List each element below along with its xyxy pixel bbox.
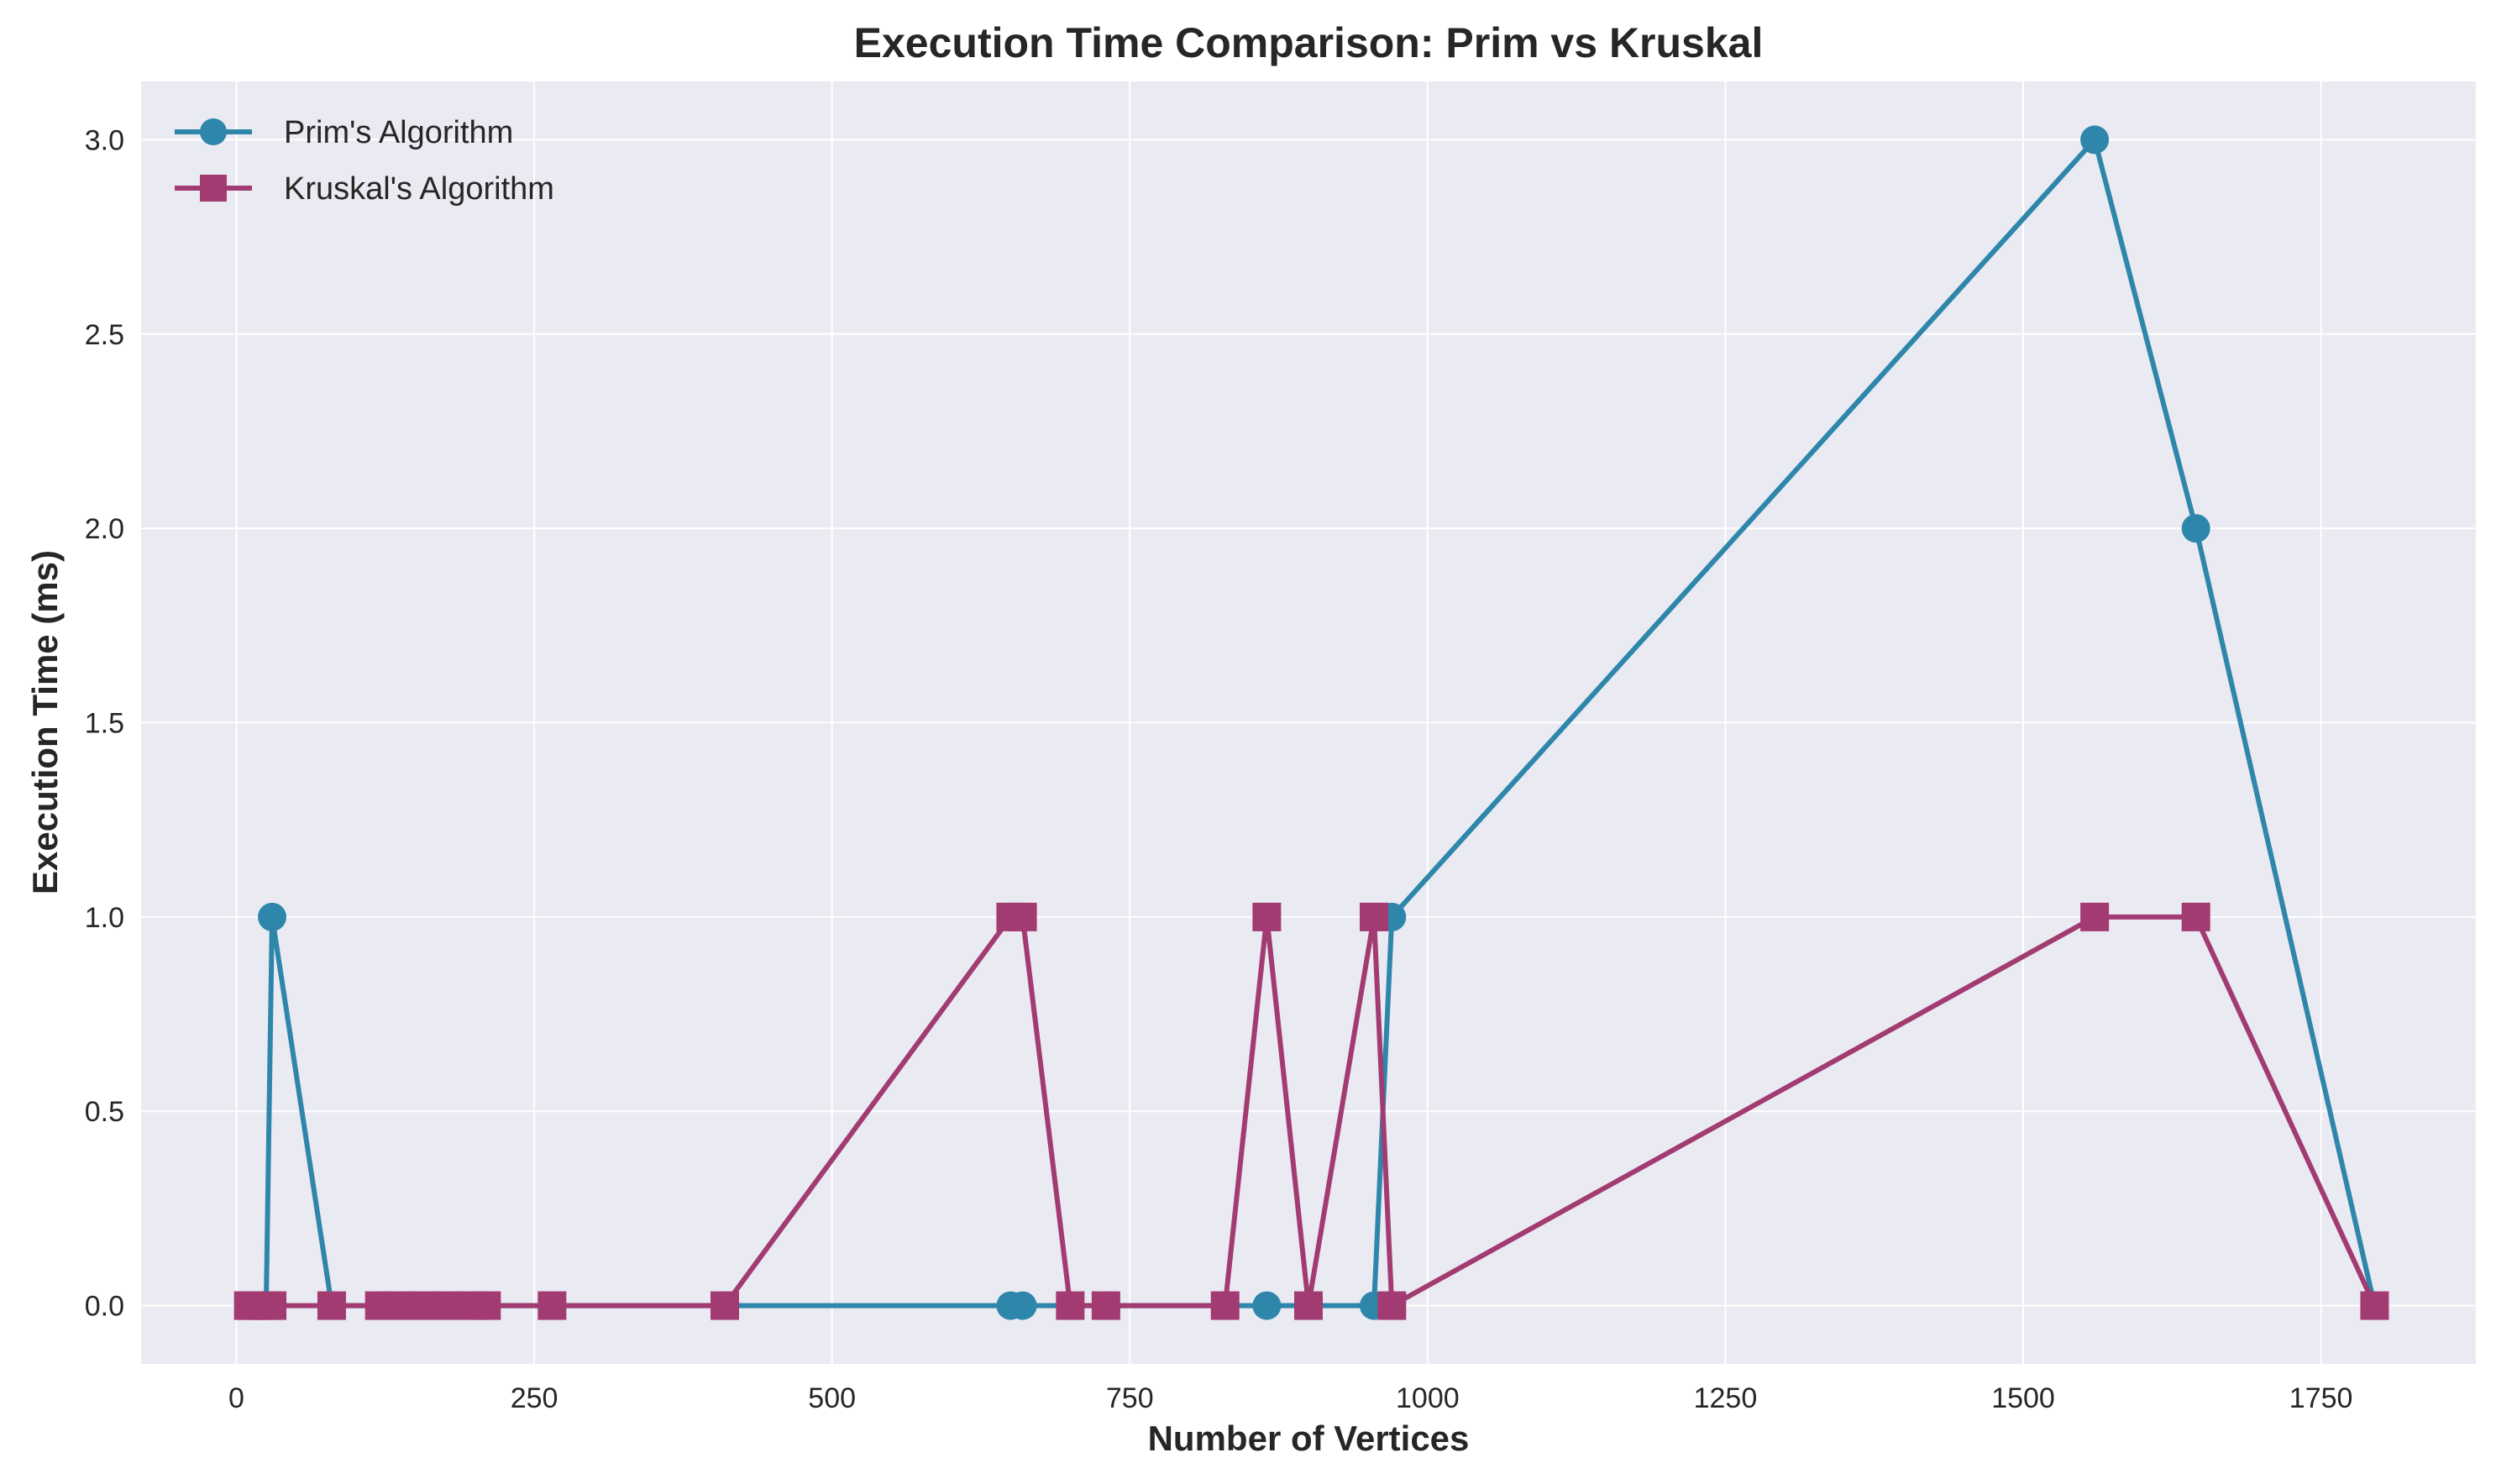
x-tick-label: 1250 [1694, 1382, 1758, 1414]
x-tick-label: 250 [511, 1382, 558, 1414]
chart-title: Execution Time Comparison: Prim vs Krusk… [854, 19, 1764, 66]
data-point [1252, 902, 1282, 931]
data-point [2080, 902, 2110, 931]
y-tick-label: 1.0 [85, 902, 124, 934]
data-point [1360, 902, 1389, 931]
data-point [1294, 1291, 1323, 1320]
data-point [1008, 1291, 1037, 1320]
x-tick-label: 1750 [2289, 1382, 2353, 1414]
x-tick-label: 1500 [1991, 1382, 2055, 1414]
data-point [2181, 514, 2210, 543]
y-tick-label: 0.5 [85, 1096, 124, 1128]
data-point [364, 1291, 394, 1320]
data-point [2080, 125, 2110, 155]
data-point [1056, 1291, 1085, 1320]
legend-marker-kruskal [200, 175, 227, 202]
data-point [436, 1291, 465, 1320]
legend-label-kruskal: Kruskal's Algorithm [284, 171, 554, 207]
x-axis-title: Number of Vertices [1148, 1418, 1470, 1458]
y-axis-ticks: 0.0 0.5 1.0 1.5 2.0 2.5 3.0 [85, 124, 124, 1322]
data-point [472, 1291, 501, 1320]
data-point [1091, 1291, 1120, 1320]
data-point [2181, 902, 2210, 931]
data-point [412, 1291, 442, 1320]
legend-marker-prim [200, 118, 227, 145]
series-kruskal [233, 902, 2389, 1320]
x-tick-label: 750 [1106, 1382, 1154, 1414]
y-tick-label: 0.0 [85, 1291, 124, 1323]
legend: Prim's Algorithm Kruskal's Algorithm [175, 115, 554, 207]
data-point [389, 1291, 418, 1320]
data-point [258, 1291, 287, 1320]
legend-entry-kruskal: Kruskal's Algorithm [175, 171, 554, 207]
data-point [1377, 1291, 1407, 1320]
data-point [2360, 1291, 2389, 1320]
y-tick-label: 3.0 [85, 124, 124, 156]
x-axis-ticks: 0 250 500 750 1000 1250 1500 1750 [228, 1382, 2352, 1414]
data-point [258, 902, 287, 931]
series-layer [233, 125, 2389, 1320]
y-tick-label: 1.5 [85, 708, 124, 740]
legend-entry-prim: Prim's Algorithm [175, 115, 513, 150]
y-tick-label: 2.0 [85, 513, 124, 545]
x-tick-label: 0 [228, 1382, 244, 1414]
y-axis-title: Execution Time (ms) [25, 550, 65, 894]
data-point [1008, 902, 1037, 931]
data-point [537, 1291, 567, 1320]
data-point [711, 1291, 739, 1320]
x-tick-label: 500 [808, 1382, 856, 1414]
x-tick-label: 1000 [1396, 1382, 1460, 1414]
legend-label-prim: Prim's Algorithm [284, 115, 513, 150]
data-point [1210, 1291, 1240, 1320]
y-tick-label: 2.5 [85, 319, 124, 351]
data-point [317, 1291, 346, 1320]
data-point [1252, 1291, 1282, 1320]
